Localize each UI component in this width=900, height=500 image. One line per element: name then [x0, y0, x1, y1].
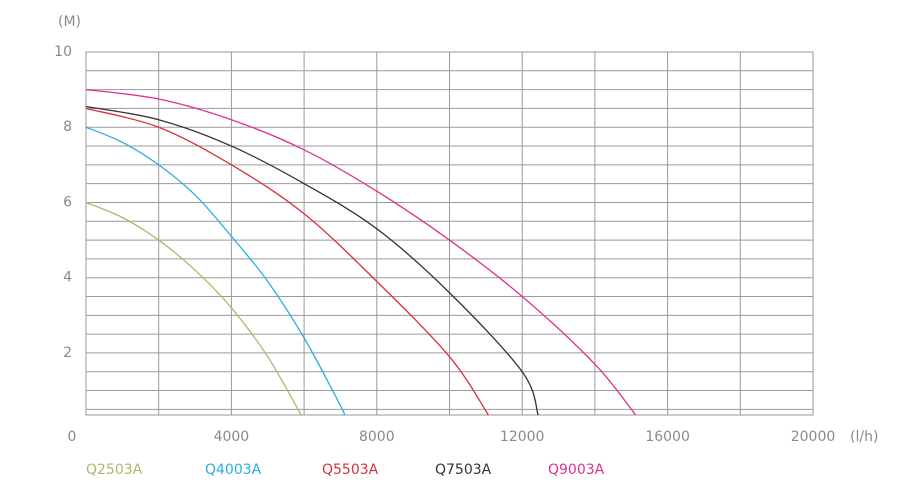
series-line: [85, 201, 302, 416]
y-axis-label: (M): [58, 14, 81, 30]
legend-entry: Q2503A: [86, 462, 143, 478]
legend-entry: Q7503A: [435, 462, 492, 478]
x-tick-label: 8000: [359, 429, 395, 445]
legend-entry: Q5503A: [322, 462, 379, 478]
legend-entry: Q4003A: [205, 462, 262, 478]
y-tick-label: 2: [63, 345, 72, 361]
x-tick-label: 0: [68, 429, 77, 445]
series-line: [85, 88, 637, 416]
x-tick-label: 12000: [500, 429, 545, 445]
x-tick-label: 16000: [645, 429, 690, 445]
x-tick-label: 20000: [791, 429, 836, 445]
x-tick-label: 4000: [214, 429, 250, 445]
y-tick-label: 10: [54, 44, 72, 60]
series-line: [85, 105, 539, 416]
y-tick-label: 4: [63, 270, 72, 286]
series-line: [85, 107, 489, 416]
x-axis-label: (l/h): [850, 429, 878, 445]
y-tick-label: 8: [63, 119, 72, 135]
legend-entry: Q9003A: [548, 462, 605, 478]
y-tick-label: 6: [63, 194, 72, 210]
series-line: [85, 126, 346, 416]
